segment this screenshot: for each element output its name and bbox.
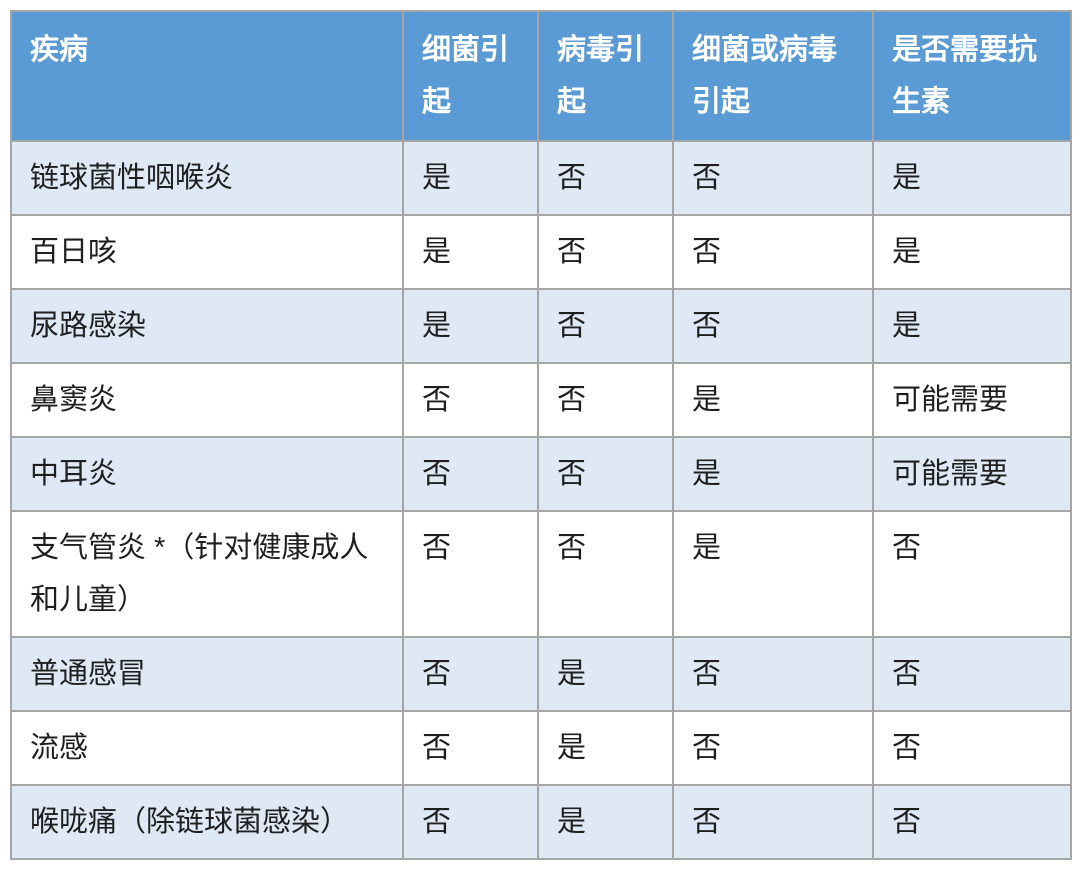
bacteria-caused-cell: 否 [402,510,539,638]
virus-caused-cell: 否 [537,510,674,638]
virus-caused-cell: 否 [537,362,674,438]
virus-caused-cell: 是 [537,784,674,860]
bacteria-or-virus-caused-cell: 否 [672,784,874,860]
table-row: 支气管炎 *（针对健康成人和儿童）否否是否 [10,510,1072,638]
table-row: 喉咙痛（除链球菌感染）否是否否 [10,784,1072,860]
bacteria-caused-cell: 否 [402,636,539,712]
virus-caused-cell: 否 [537,436,674,512]
bacteria-caused-cell: 是 [402,214,539,290]
bacteria-caused-cell: 否 [402,710,539,786]
disease-name-cell: 普通感冒 [10,636,404,712]
table-row: 尿路感染是否否是 [10,288,1072,364]
virus-caused-cell: 否 [537,214,674,290]
disease-name-cell: 尿路感染 [10,288,404,364]
bacteria-caused-cell: 是 [402,140,539,216]
antibiotics-needed-cell: 可能需要 [872,362,1072,438]
header-row: 疾病 细菌引起 病毒引起 细菌或病毒引起 是否需要抗生素 [10,10,1072,142]
virus-caused-cell: 否 [537,140,674,216]
column-header-virus-caused: 病毒引起 [537,10,674,142]
disease-name-cell: 鼻窦炎 [10,362,404,438]
antibiotics-needed-cell: 否 [872,710,1072,786]
table-row: 流感否是否否 [10,710,1072,786]
column-header-disease: 疾病 [10,10,404,142]
bacteria-or-virus-caused-cell: 否 [672,288,874,364]
table-row: 普通感冒否是否否 [10,636,1072,712]
bacteria-caused-cell: 否 [402,362,539,438]
column-header-antibiotics-needed: 是否需要抗生素 [872,10,1072,142]
column-header-bacteria-or-virus-caused: 细菌或病毒引起 [672,10,874,142]
bacteria-or-virus-caused-cell: 否 [672,214,874,290]
column-header-bacteria-caused: 细菌引起 [402,10,539,142]
bacteria-caused-cell: 否 [402,436,539,512]
bacteria-or-virus-caused-cell: 否 [672,636,874,712]
antibiotics-needed-cell: 否 [872,636,1072,712]
table-row: 链球菌性咽喉炎是否否是 [10,140,1072,216]
table-header: 疾病 细菌引起 病毒引起 细菌或病毒引起 是否需要抗生素 [10,10,1072,142]
table-row: 中耳炎否否是可能需要 [10,436,1072,512]
antibiotics-needed-cell: 可能需要 [872,436,1072,512]
virus-caused-cell: 是 [537,710,674,786]
antibiotics-needed-cell: 否 [872,784,1072,860]
disease-name-cell: 流感 [10,710,404,786]
antibiotics-needed-cell: 否 [872,510,1072,638]
table-row: 百日咳是否否是 [10,214,1072,290]
disease-name-cell: 百日咳 [10,214,404,290]
table-body: 链球菌性咽喉炎是否否是百日咳是否否是尿路感染是否否是鼻窦炎否否是可能需要 中耳炎否… [10,140,1072,860]
disease-name-cell: 喉咙痛（除链球菌感染） [10,784,404,860]
bacteria-or-virus-caused-cell: 是 [672,436,874,512]
table-row: 鼻窦炎否否是可能需要 [10,362,1072,438]
antibiotics-needed-cell: 是 [872,214,1072,290]
disease-name-cell: 链球菌性咽喉炎 [10,140,404,216]
bacteria-or-virus-caused-cell: 否 [672,140,874,216]
virus-caused-cell: 是 [537,636,674,712]
disease-antibiotics-table: 疾病 细菌引起 病毒引起 细菌或病毒引起 是否需要抗生素 链球菌性咽喉炎是否否是百日咳是… [10,10,1072,860]
bacteria-caused-cell: 是 [402,288,539,364]
bacteria-caused-cell: 否 [402,784,539,860]
disease-name-cell: 支气管炎 *（针对健康成人和儿童） [10,510,404,638]
virus-caused-cell: 否 [537,288,674,364]
bacteria-or-virus-caused-cell: 否 [672,710,874,786]
antibiotics-needed-cell: 是 [872,288,1072,364]
bacteria-or-virus-caused-cell: 是 [672,510,874,638]
bacteria-or-virus-caused-cell: 是 [672,362,874,438]
antibiotics-needed-cell: 是 [872,140,1072,216]
disease-name-cell: 中耳炎 [10,436,404,512]
